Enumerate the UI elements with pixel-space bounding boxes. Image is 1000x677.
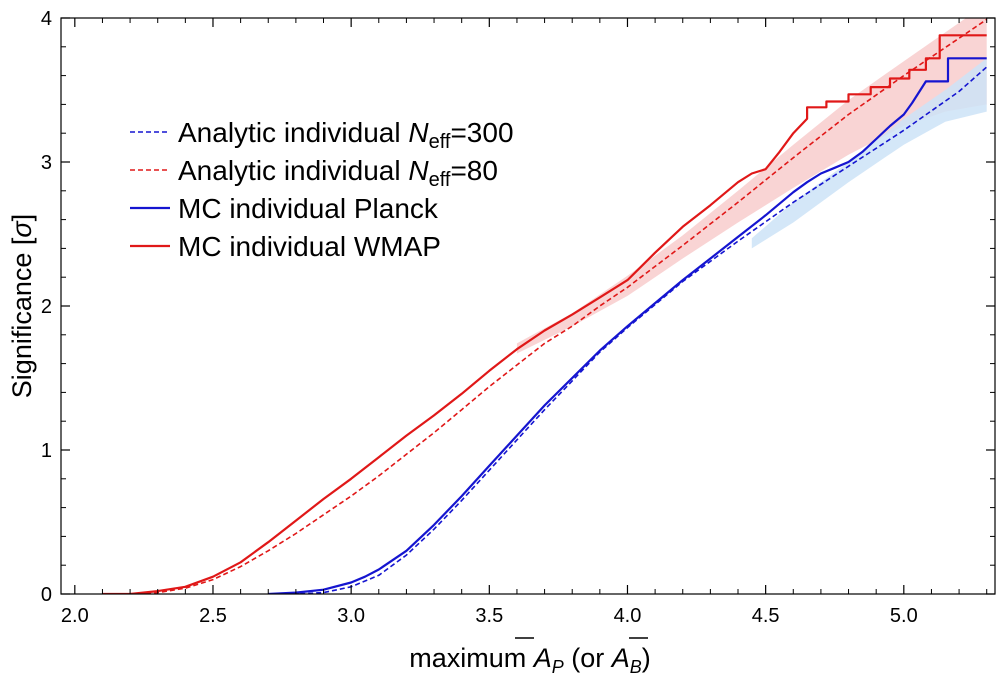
x-axis-ticks: 2.0 2.5 3.0 3.5 4.0 4.5 5.0	[61, 18, 988, 627]
x-tick-label: 5.0	[890, 605, 918, 627]
x-tick-label: 2.0	[61, 605, 89, 627]
y-tick-label: 4	[41, 8, 52, 30]
legend-label-2: MC individual Planck	[178, 193, 439, 224]
y-tick-label: 3	[41, 152, 52, 174]
series-line-2	[268, 57, 987, 594]
y-tick-label: 1	[41, 440, 52, 462]
x-tick-label: 3.5	[475, 605, 503, 627]
legend-label-0: Analytic individual Neff=300	[178, 117, 514, 153]
uncertainty-bands	[516, 18, 987, 354]
legend-label-1: Analytic individual Neff=80	[178, 155, 498, 191]
series-lines	[102, 18, 988, 594]
y-tick-label: 2	[41, 296, 52, 318]
x-tick-label: 4.0	[614, 605, 642, 627]
series-line-3	[102, 34, 987, 594]
series-line-1	[130, 18, 988, 594]
y-tick-label: 0	[41, 584, 52, 606]
y-axis-ticks: 0 1 2 3 4	[41, 8, 995, 606]
x-axis-label: maximum AP (or AB)	[409, 643, 651, 677]
legend-label-3: MC individual WMAP	[178, 231, 441, 262]
series-line-0	[268, 66, 988, 594]
x-tick-label: 2.5	[199, 605, 227, 627]
x-tick-label: 3.0	[337, 605, 365, 627]
uncertainty-band-0	[516, 18, 987, 354]
x-tick-label: 4.5	[752, 605, 780, 627]
y-axis-label: Significance [σ]	[7, 214, 37, 398]
